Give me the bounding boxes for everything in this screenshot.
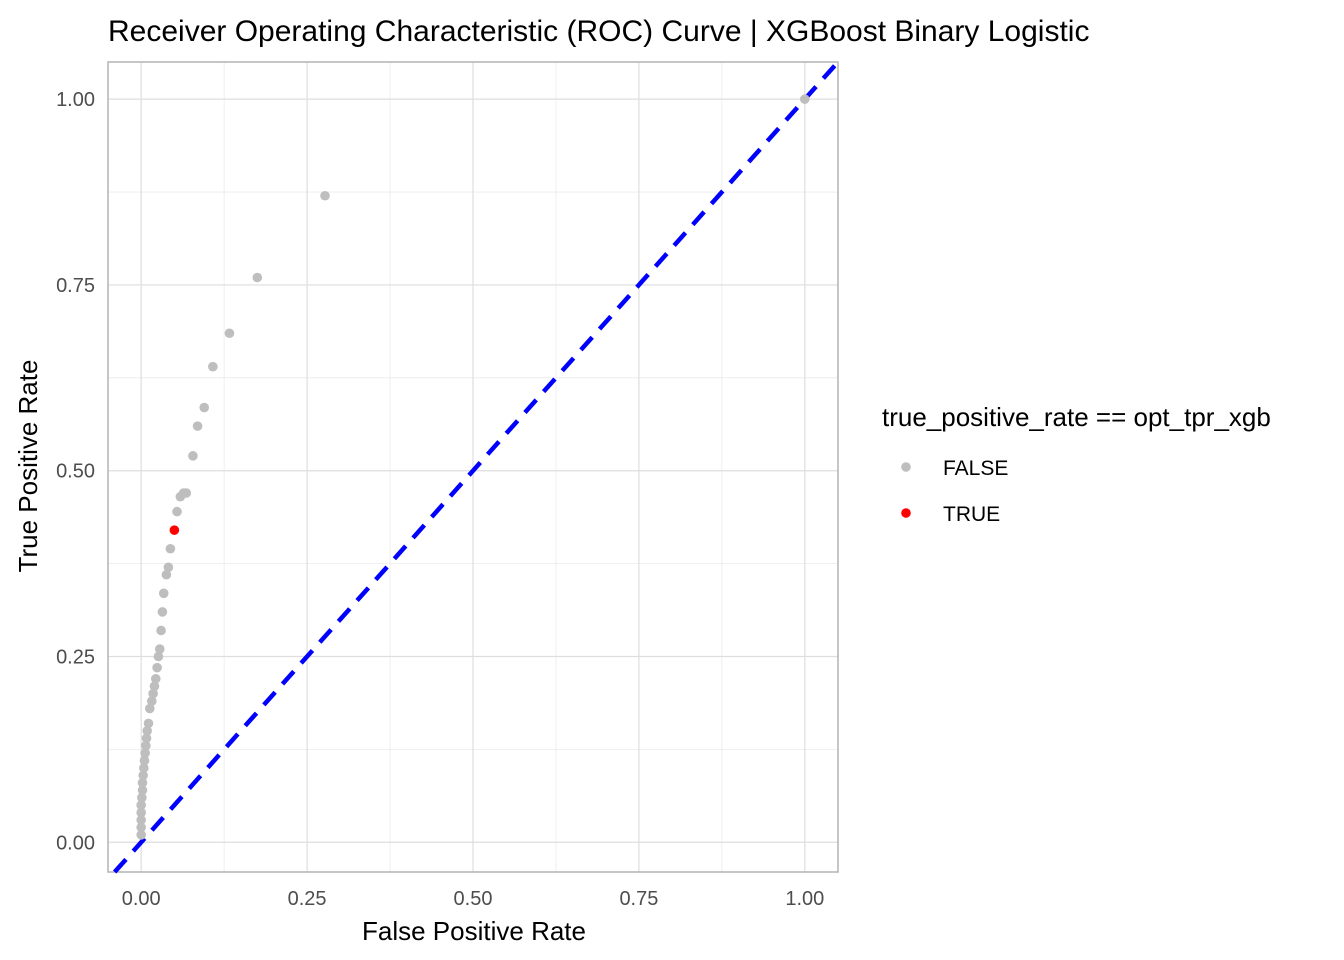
y-tick-label: 0.50: [56, 461, 95, 483]
roc-point: [163, 562, 174, 573]
roc-point: [157, 607, 168, 617]
roc-point: [145, 703, 155, 714]
roc-point: [199, 402, 210, 413]
panel-border: [107, 61, 839, 873]
roc-point: [320, 190, 330, 201]
roc-point: [153, 651, 164, 662]
roc-point: [800, 94, 810, 104]
reference-diagonal-line: [112, 60, 840, 874]
x-tick-labels: 0.00 0.25 0.50 0.75 1.00: [122, 888, 825, 910]
roc-point: [139, 763, 149, 773]
roc-point: [188, 451, 198, 461]
roc-point: [143, 718, 154, 729]
roc-point: [137, 785, 148, 796]
roc-point: [147, 696, 157, 706]
roc-point: [136, 830, 146, 840]
x-tick-label: 0.75: [619, 888, 658, 910]
y-tick-label: 0.00: [56, 832, 95, 854]
roc-point: [136, 822, 146, 833]
reference-line-layer: [112, 60, 840, 874]
y-axis-title: True Positive Rate: [13, 360, 43, 573]
roc-point: [138, 770, 148, 781]
roc-point: [148, 688, 158, 699]
roc-point: [154, 644, 165, 654]
y-tick-labels: 0.00 0.25 0.50 0.75 1.00: [56, 89, 95, 854]
roc-point: [136, 807, 146, 818]
legend-label-false: FALSE: [943, 457, 1008, 480]
roc-point: [172, 506, 182, 517]
roc-point: [152, 662, 162, 673]
legend-key-true: [901, 508, 911, 518]
roc-point: [137, 778, 148, 788]
roc-point: [158, 588, 169, 599]
roc-point: [149, 681, 160, 692]
x-axis-title: False Positive Rate: [362, 916, 586, 946]
chart-title: Receiver Operating Characteristic (ROC) …: [108, 15, 1089, 48]
roc-point: [181, 488, 192, 498]
roc-point: [165, 543, 176, 554]
optimal-point: [169, 525, 180, 535]
roc-point: [252, 272, 263, 283]
legend-title: true_positive_rate == opt_tpr_xgb: [882, 402, 1271, 432]
x-tick-label: 0.50: [454, 888, 493, 910]
y-tick-label: 0.75: [56, 275, 95, 297]
plot-panel: [107, 60, 840, 874]
roc-point: [136, 800, 146, 810]
roc-point: [139, 755, 150, 766]
y-tick-label: 0.25: [56, 646, 95, 668]
x-tick-label: 1.00: [785, 888, 824, 910]
roc-point: [136, 815, 146, 825]
roc-point: [150, 673, 161, 684]
y-tick-label: 1.00: [56, 89, 95, 111]
roc-point: [192, 421, 203, 431]
roc-point: [141, 740, 151, 751]
roc-point: [224, 328, 235, 339]
roc-point: [140, 748, 150, 758]
data-points: [136, 94, 810, 840]
legend: true_positive_rate == opt_tpr_xgb FALSE …: [882, 402, 1271, 526]
grid-lines: [108, 62, 838, 872]
roc-point: [141, 733, 152, 744]
roc-point: [161, 569, 172, 580]
roc-point: [137, 792, 147, 803]
x-tick-label: 0.25: [288, 888, 327, 910]
legend-label-true: TRUE: [943, 503, 1000, 526]
x-tick-label: 0.00: [122, 888, 161, 910]
roc-point: [156, 625, 166, 636]
legend-key-false: [901, 462, 911, 472]
roc-point: [142, 726, 152, 736]
roc-point: [208, 361, 218, 372]
